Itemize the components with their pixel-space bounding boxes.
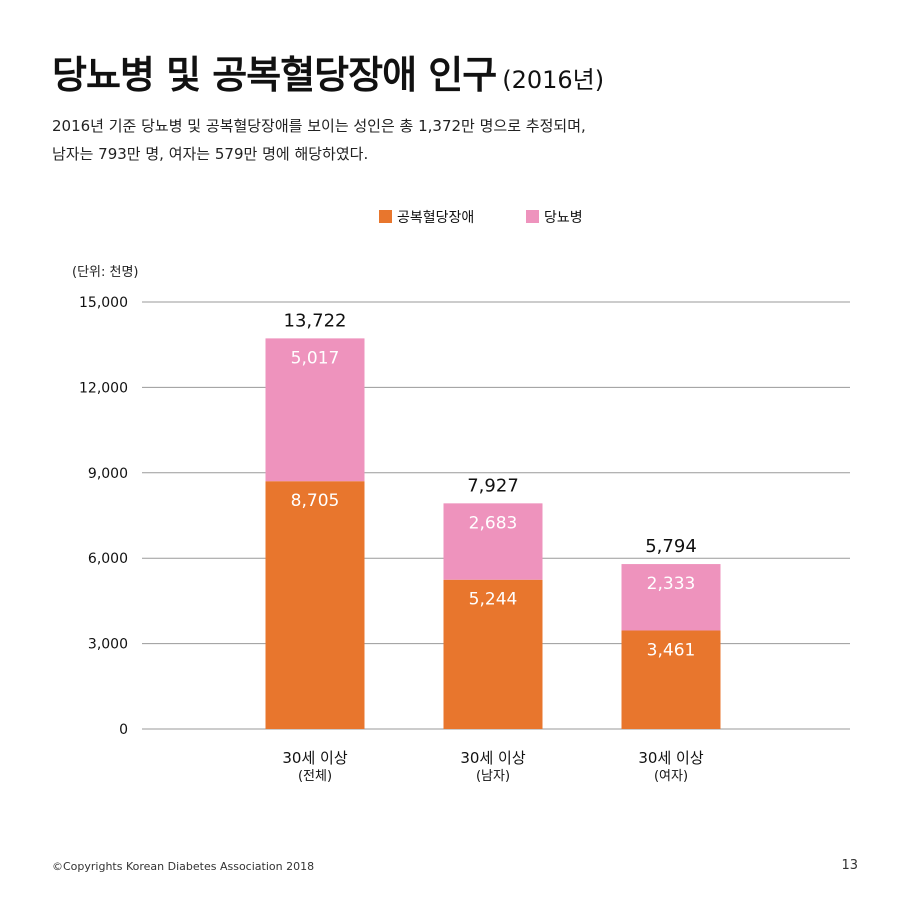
- legend: 공복혈당장애 당뇨병: [379, 210, 583, 226]
- total-label: 13,722: [284, 310, 347, 331]
- data-label: 2,683: [469, 513, 518, 533]
- data-label: 8,705: [291, 491, 340, 511]
- x-axis: 30세 이상 (전체) 30세 이상 (남자) 30세 이상 (여자): [282, 749, 703, 784]
- data-label: 5,017: [291, 348, 340, 368]
- data-label: 5,244: [469, 590, 518, 610]
- y-tick-label: 12,000: [79, 380, 128, 396]
- bar-segment: [621, 564, 721, 631]
- total-label: 7,927: [467, 475, 519, 496]
- title-main: 당뇨병 및 공복혈당장애 인구: [52, 53, 497, 97]
- unit-label: (단위: 천명): [72, 265, 139, 280]
- page-title: 당뇨병 및 공복혈당장애 인구 (2016년): [52, 44, 604, 99]
- y-tick-label: 6,000: [88, 551, 128, 567]
- legend-swatch-2: [526, 210, 539, 223]
- bar-segment: [443, 503, 543, 580]
- bar-segment: [265, 338, 365, 482]
- x-tick-label: 30세 이상: [460, 749, 525, 767]
- y-tick-label: 15,000: [79, 295, 128, 311]
- bar-segment: [621, 630, 721, 729]
- x-tick-label: 30세 이상: [282, 749, 347, 767]
- y-tick-label: 3,000: [88, 637, 128, 653]
- x-tick-sublabel: (전체): [298, 769, 332, 784]
- subtitle-line-1: 2016년 기준 당뇨병 및 공복혈당장애를 보이는 성인은 총 1,372만 …: [52, 117, 586, 135]
- data-label: 3,461: [647, 640, 696, 660]
- title-year: (2016년): [502, 66, 605, 94]
- total-label: 5,794: [645, 536, 697, 557]
- x-tick-sublabel: (여자): [654, 769, 688, 784]
- x-tick-label: 30세 이상: [638, 749, 703, 767]
- legend-label-1: 공복혈당장애: [397, 210, 474, 226]
- subtitle-line-2: 남자는 793만 명, 여자는 579만 명에 해당하였다.: [52, 145, 369, 163]
- stacked-bar-chart: 공복혈당장애 당뇨병 (단위: 천명) 0 3,000 6,000 9,000 12,00…: [72, 210, 850, 784]
- y-tick-label: 9,000: [88, 466, 128, 482]
- subtitle: 2016년 기준 당뇨병 및 공복혈당장애를 보이는 성인은 총 1,372만 …: [52, 112, 586, 168]
- bar-segment: [265, 481, 365, 729]
- legend-label-2: 당뇨병: [544, 210, 583, 226]
- bar-segment: [443, 579, 543, 729]
- copyright-footer: ©Copyrights Korean Diabetes Association …: [52, 860, 315, 873]
- legend-swatch-1: [379, 210, 392, 223]
- page-number: 13: [841, 858, 858, 873]
- y-axis: 0 3,000 6,000 9,000 12,000 15,000: [79, 295, 128, 738]
- bars: 8,705 5,017 13,722 5,244 2,683 7,927 3,461 2,33…: [265, 310, 721, 729]
- x-tick-sublabel: (남자): [476, 769, 510, 784]
- y-tick-label: 0: [119, 722, 128, 738]
- data-label: 2,333: [647, 574, 696, 594]
